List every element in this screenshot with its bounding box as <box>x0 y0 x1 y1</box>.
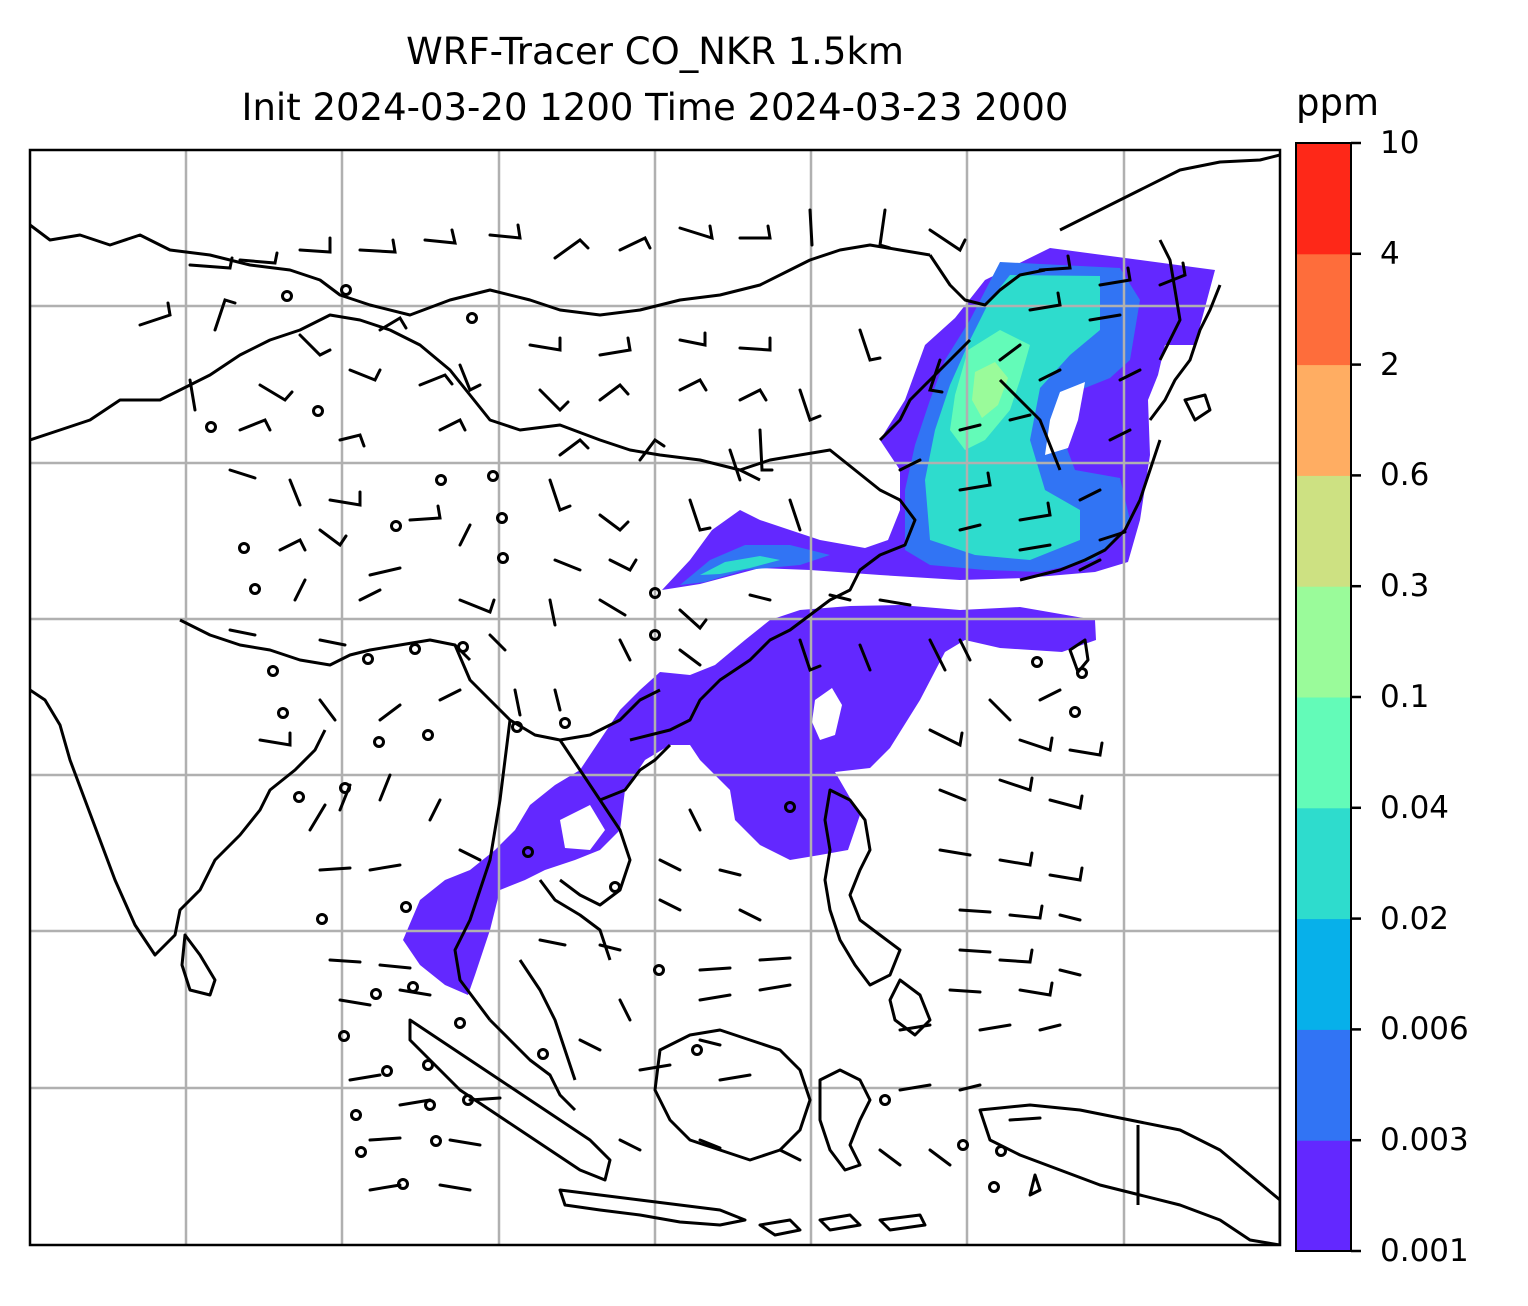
map-title: WRF-Tracer CO_NKR 1.5km <box>406 30 904 73</box>
colorbar-tick-label: 0.3 <box>1380 568 1430 605</box>
colorbar-ticks <box>1351 141 1361 1253</box>
map-frame <box>28 148 1282 1247</box>
colorbar-tick-label: 2 <box>1380 346 1400 383</box>
colorbar-bin <box>1296 253 1351 366</box>
colorbar-bin <box>1296 918 1351 1030</box>
colorbar-unit-label: ppm <box>1296 81 1380 124</box>
tracer-plume <box>403 248 1215 995</box>
map-subtitle: Init 2024-03-20 1200 Time 2024-03-23 200… <box>241 86 1069 129</box>
coastlines <box>30 153 1280 1245</box>
colorbar-tick-label: 0.003 <box>1380 1122 1469 1159</box>
colorbar-bin <box>1296 364 1351 476</box>
colorbar-tick-label: 0.6 <box>1380 457 1430 494</box>
calm-wind-markers <box>205 284 1088 1193</box>
colorbar-tick-label: 0.001 <box>1380 1233 1469 1269</box>
colorbar-bin <box>1296 697 1351 809</box>
colorbar-tick-label: 0.006 <box>1380 1011 1469 1048</box>
plume-north-light-green <box>972 362 1008 418</box>
colorbar-tick-label: 0.02 <box>1380 900 1450 937</box>
colorbar-bin <box>1296 143 1351 255</box>
colorbar-bins <box>1296 143 1351 1252</box>
colorbar-bin <box>1296 807 1351 920</box>
colorbar-tick-label: 0.1 <box>1380 679 1430 715</box>
colorbar-tick-label: 4 <box>1380 235 1400 272</box>
colorbar <box>1295 141 1361 1253</box>
colorbar-tick-label: 10 <box>1380 125 1420 161</box>
gridlines <box>30 150 1280 1245</box>
colorbar-tick-label: 0.04 <box>1380 789 1450 826</box>
colorbar-bin <box>1296 475 1351 587</box>
wind-barbs <box>138 208 1187 1192</box>
plume-west-arm-teal <box>700 556 780 575</box>
colorbar-bin <box>1296 1029 1351 1141</box>
colorbar-bin <box>1296 1140 1351 1252</box>
colorbar-bin <box>1296 586 1351 698</box>
plume-south <box>403 605 1096 995</box>
